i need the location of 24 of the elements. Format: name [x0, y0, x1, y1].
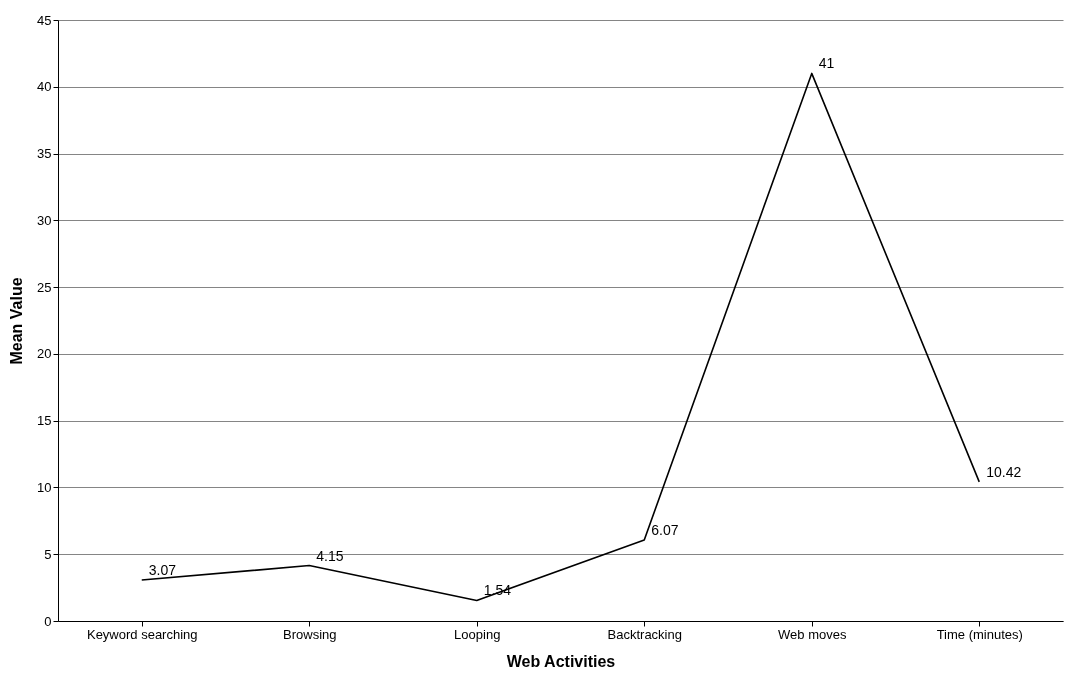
x-tick-label: Looping	[454, 626, 501, 642]
line-series	[140, 72, 981, 602]
y-tick-label: 5	[44, 546, 52, 562]
x-tick-label: Backtracking	[607, 626, 682, 642]
data-label: 4.15	[316, 547, 344, 564]
x-tick-label: Web moves	[778, 626, 847, 642]
y-tick-label: 25	[37, 279, 52, 295]
y-tick-label: 15	[37, 413, 52, 429]
data-label: 3.07	[148, 562, 177, 578]
y-axis-title: Mean Value	[8, 277, 26, 365]
x-axis-title: Web Activities	[506, 652, 616, 670]
y-tick-label: 45	[37, 12, 52, 28]
data-label: 6.07	[651, 521, 679, 538]
x-tick-label: Keyword searching	[86, 626, 198, 642]
y-tick-label: 30	[37, 212, 52, 228]
y-tick-label: 0	[44, 613, 52, 629]
y-tick-label: 40	[37, 79, 52, 95]
data-label: 41	[818, 55, 835, 72]
y-tick-label: 20	[37, 346, 52, 362]
x-tick-label: Browsing	[283, 626, 337, 642]
y-tick-label: 35	[37, 146, 52, 162]
x-tick-label: Time (minutes)	[936, 626, 1023, 642]
data-label: 10.42	[986, 463, 1022, 480]
y-tick-label: 10	[37, 479, 52, 495]
